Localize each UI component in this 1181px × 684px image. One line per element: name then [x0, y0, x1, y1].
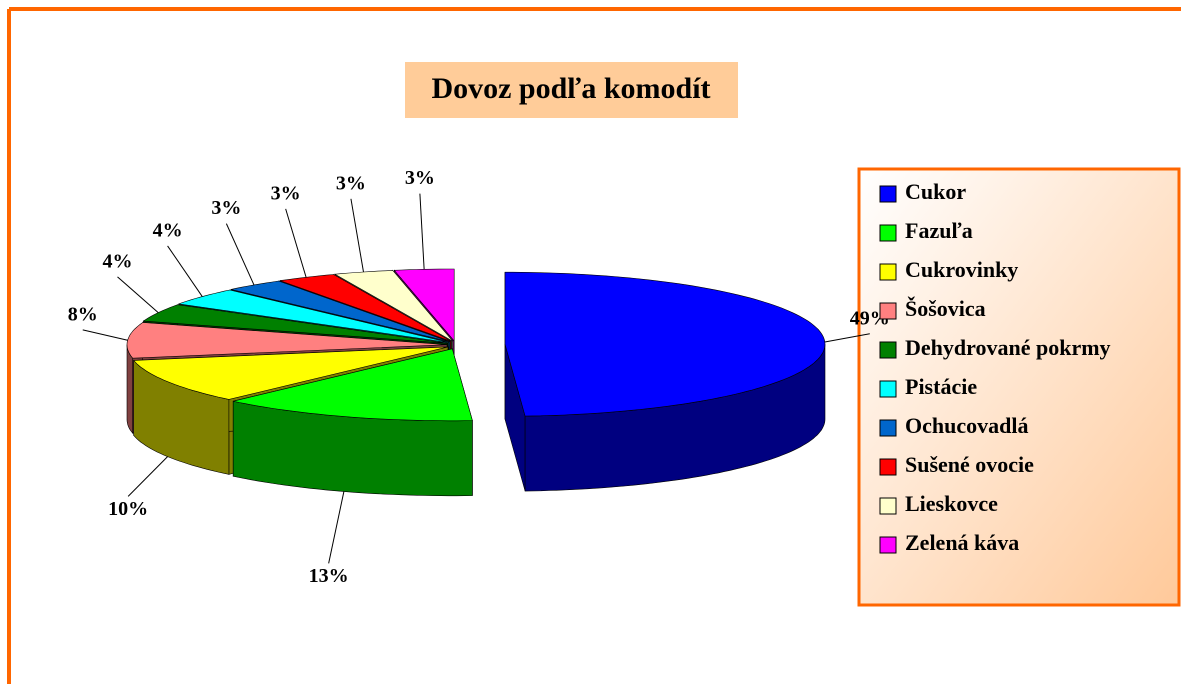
- legend-marker: [879, 302, 897, 320]
- legend-label: Lieskovce: [905, 491, 998, 516]
- leader-line: [167, 245, 203, 297]
- data-label: 3%: [336, 172, 366, 194]
- leader-line: [127, 456, 168, 497]
- legend-label: Šošovica: [905, 296, 986, 321]
- data-label: 8%: [68, 303, 98, 325]
- legend-label: Cukrovinky: [905, 257, 1018, 282]
- legend-marker: [879, 224, 897, 242]
- leader-line: [419, 193, 425, 270]
- legend-label: Cukor: [905, 179, 966, 204]
- data-label: 13%: [309, 565, 349, 587]
- legend-box: [857, 167, 1181, 607]
- slice-side: [126, 344, 133, 435]
- legend-label: Fazuľa: [905, 218, 973, 243]
- data-label: 4%: [102, 250, 132, 272]
- legend-marker: [879, 263, 897, 281]
- leader-line: [82, 329, 128, 341]
- legend-label: Zelená káva: [905, 530, 1019, 555]
- slice: [126, 322, 448, 359]
- legend-marker: [879, 185, 897, 203]
- legend-label: Sušené ovocie: [905, 452, 1034, 477]
- leader-line: [328, 491, 345, 564]
- legend-marker: [879, 419, 897, 437]
- legend-marker: [879, 380, 897, 398]
- data-label: 3%: [271, 183, 301, 205]
- leader-line: [350, 198, 364, 273]
- slice: [504, 271, 826, 417]
- leader-line: [285, 208, 307, 278]
- legend-marker: [879, 497, 897, 515]
- legend-label: Pistácie: [905, 374, 977, 399]
- chart-title: Dovoz podľa komodít: [431, 72, 710, 105]
- data-label: 3%: [211, 197, 241, 219]
- legend-marker: [879, 341, 897, 359]
- leader-line: [117, 276, 159, 314]
- legend-label: Ochucovadlá: [905, 413, 1028, 438]
- slice: [142, 304, 448, 344]
- legend-marker: [879, 458, 897, 476]
- legend-marker: [879, 536, 897, 554]
- data-label: 3%: [405, 167, 435, 189]
- slice: [133, 346, 449, 400]
- leader-line: [824, 333, 870, 343]
- slice: [279, 274, 452, 342]
- data-label: 10%: [108, 498, 148, 520]
- slice: [178, 289, 449, 343]
- data-label: 4%: [153, 220, 183, 242]
- slice: [233, 348, 473, 422]
- legend-label: Dehydrované pokrmy: [905, 335, 1111, 360]
- title-box: [405, 62, 738, 118]
- leader-line: [225, 223, 255, 286]
